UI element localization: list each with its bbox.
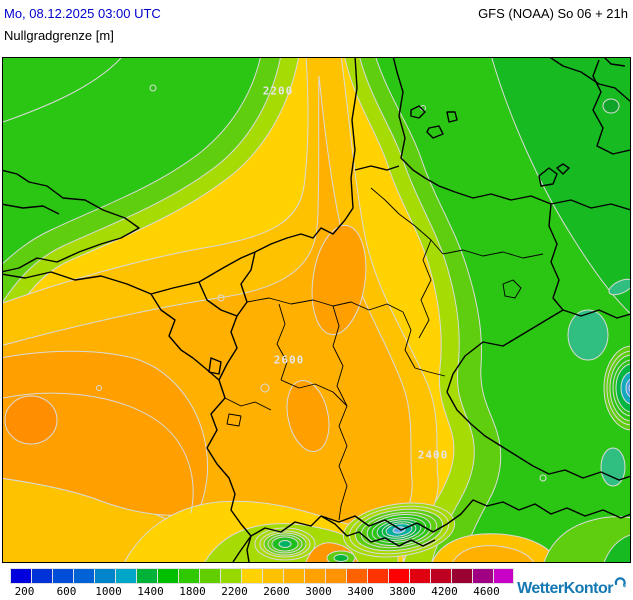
header-datetime: Mo, 08.12.2025 03:00 UTC: [4, 6, 161, 21]
legend-segment: [451, 568, 472, 584]
weather-map: 2200 2600 2400: [2, 57, 631, 563]
legend-tick-label: 600: [56, 585, 77, 598]
legend-tick-label: 2200: [221, 585, 248, 598]
legend-tick-label: 1000: [95, 585, 122, 598]
legend-segment: [283, 568, 304, 584]
parameter-label: Nullgradgrenze [m]: [4, 28, 114, 43]
legend-tick-label: 4600: [473, 585, 500, 598]
legend-segment: [472, 568, 493, 584]
legend-colorbar: [10, 568, 514, 584]
map-svg: [3, 58, 630, 562]
legend-segment: [157, 568, 178, 584]
legend-segment: [409, 568, 430, 584]
legend-tick-label: 1800: [179, 585, 206, 598]
legend-tick-label: 3400: [347, 585, 374, 598]
logo-text: WetterKontor: [517, 580, 613, 597]
legend: 200 600 1000 1400 1800 2200 2600 3000 3400 3800 42…: [10, 568, 530, 598]
legend-ticks: 200 600 1000 1400 1800 2200 2600 3000 3400 3800 42…: [10, 585, 530, 598]
legend-segment: [199, 568, 220, 584]
state-borders: [224, 187, 544, 521]
legend-segment: [178, 568, 199, 584]
legend-segment: [241, 568, 262, 584]
logo-swoosh-icon: [614, 577, 626, 588]
legend-segment: [73, 568, 94, 584]
legend-segment: [346, 568, 367, 584]
legend-segment: [493, 568, 514, 584]
legend-segment: [262, 568, 283, 584]
legend-tick-label: 200: [14, 585, 35, 598]
country-borders: [3, 58, 630, 562]
legend-segment: [388, 568, 409, 584]
header-model-run: GFS (NOAA) So 06 + 21h: [478, 6, 628, 21]
legend-tick-label: 2600: [263, 585, 290, 598]
logo-link[interactable]: WetterKontor: [517, 576, 627, 598]
legend-segment: [325, 568, 346, 584]
legend-segment: [136, 568, 157, 584]
legend-segment: [52, 568, 73, 584]
legend-tick-label: 4200: [431, 585, 458, 598]
legend-segment: [430, 568, 451, 584]
legend-segment: [115, 568, 136, 584]
legend-tick-label: 3800: [389, 585, 416, 598]
legend-tick-label: 3000: [305, 585, 332, 598]
legend-segment: [220, 568, 241, 584]
legend-segment: [304, 568, 325, 584]
legend-segment: [10, 568, 31, 584]
legend-segment: [31, 568, 52, 584]
legend-tick-label: 1400: [137, 585, 164, 598]
legend-segment: [94, 568, 115, 584]
legend-segment: [367, 568, 388, 584]
